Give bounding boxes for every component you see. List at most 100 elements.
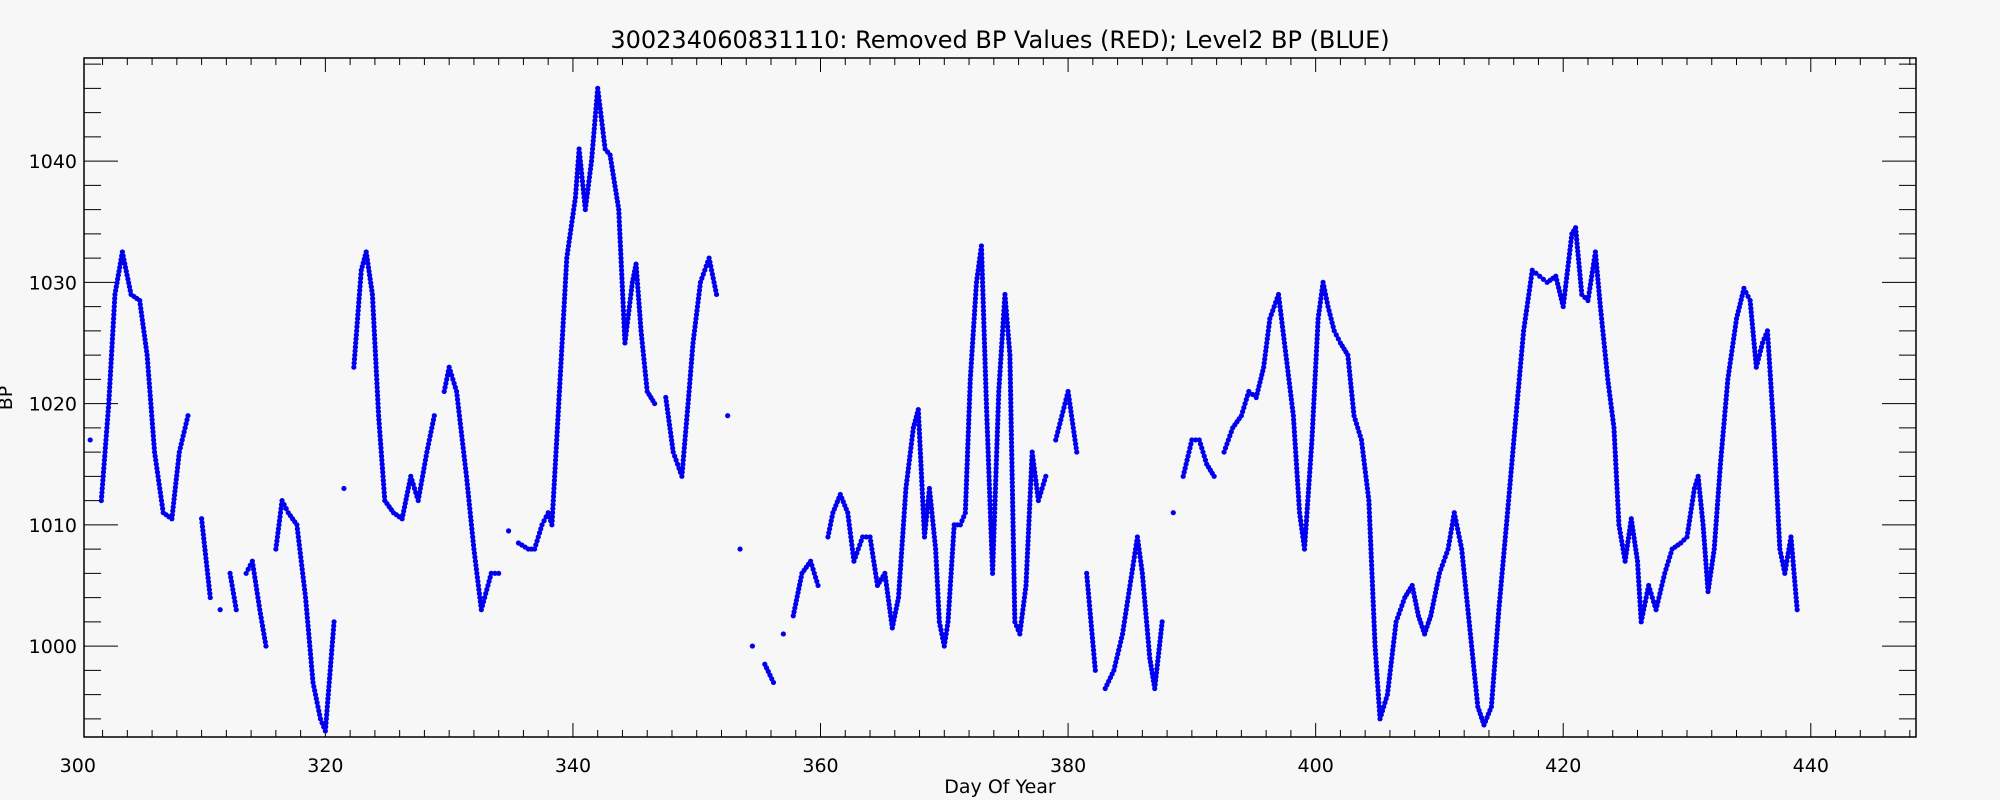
data-point — [573, 190, 579, 196]
data-point — [149, 421, 155, 427]
data-point — [1180, 473, 1186, 479]
data-point — [571, 202, 577, 209]
data-point — [725, 413, 731, 419]
data-point — [1307, 457, 1314, 463]
data-point — [1240, 409, 1246, 415]
data-point — [1502, 542, 1508, 548]
data-point — [1643, 594, 1649, 601]
data-point — [870, 554, 876, 560]
data-point — [1313, 348, 1320, 354]
data-point — [99, 493, 105, 500]
data-point — [1393, 623, 1399, 629]
data-point — [1644, 590, 1650, 597]
data-point — [1766, 352, 1772, 358]
data-point — [815, 582, 821, 589]
data-point — [1490, 687, 1496, 694]
data-point — [1305, 493, 1311, 500]
data-point — [1451, 510, 1457, 516]
data-point — [111, 303, 117, 310]
data-point — [206, 583, 212, 589]
data-point — [486, 578, 492, 584]
data-point — [1288, 392, 1294, 399]
data-point — [171, 500, 177, 506]
data-point — [1495, 611, 1502, 617]
data-point — [966, 413, 972, 419]
data-point — [796, 586, 802, 592]
data-point — [697, 283, 703, 289]
data-point — [993, 473, 999, 479]
data-point — [308, 655, 314, 661]
data-point — [1565, 263, 1571, 269]
data-point — [1127, 578, 1134, 584]
data-point — [885, 594, 891, 600]
data-point — [1066, 392, 1072, 399]
data-point — [1394, 615, 1401, 621]
data-point — [664, 406, 670, 412]
data-point — [1312, 372, 1318, 378]
data-point — [793, 601, 799, 607]
data-point — [563, 263, 569, 269]
data-point — [1199, 445, 1205, 451]
data-point — [152, 453, 158, 459]
data-point — [1685, 530, 1691, 536]
data-point — [1159, 619, 1165, 625]
data-point — [1303, 522, 1309, 528]
data-point — [1494, 627, 1500, 633]
data-point — [366, 268, 372, 274]
data-point — [945, 611, 952, 617]
data-point — [1488, 704, 1495, 710]
data-point — [886, 601, 892, 608]
data-point — [897, 574, 903, 580]
data-point — [1011, 567, 1017, 573]
data-point — [1498, 582, 1504, 589]
data-point — [101, 465, 107, 471]
data-point — [151, 437, 157, 443]
data-point — [1468, 639, 1474, 645]
data-point — [1225, 437, 1231, 443]
data-point — [1084, 570, 1090, 576]
x-tick-label: 340 — [555, 755, 591, 777]
data-point — [1022, 586, 1029, 593]
data-point — [381, 485, 387, 492]
data-point — [1302, 542, 1308, 548]
data-point — [1747, 301, 1754, 308]
data-point — [1492, 651, 1499, 657]
data-point — [1005, 332, 1011, 338]
data-point — [1008, 436, 1015, 442]
data-point — [1575, 256, 1582, 262]
data-point — [1359, 441, 1365, 447]
data-point — [907, 449, 913, 455]
data-point — [1009, 459, 1015, 466]
data-point — [294, 522, 300, 528]
data-point — [1629, 523, 1636, 530]
data-point — [1065, 388, 1071, 395]
data-point — [918, 454, 924, 460]
data-point — [951, 530, 957, 536]
data-point — [615, 203, 621, 209]
data-point — [1315, 324, 1321, 330]
data-point — [641, 360, 647, 366]
data-point — [686, 384, 692, 390]
data-point — [946, 607, 952, 613]
data-point — [588, 162, 594, 168]
data-point — [576, 146, 582, 152]
data-point — [1567, 247, 1573, 253]
data-point — [598, 114, 604, 120]
data-point — [138, 309, 144, 315]
data-point — [1196, 437, 1202, 443]
data-point — [985, 453, 991, 459]
data-point — [200, 531, 206, 538]
data-point — [1774, 485, 1780, 492]
data-point — [110, 332, 116, 338]
data-point — [1242, 400, 1248, 407]
data-point — [973, 287, 979, 293]
data-point — [1776, 526, 1782, 532]
data-point — [933, 546, 939, 552]
data-point — [559, 332, 566, 338]
data-point — [1766, 360, 1773, 366]
data-point — [620, 291, 626, 298]
data-point — [1365, 493, 1371, 500]
data-point — [983, 388, 989, 395]
data-point — [1624, 547, 1630, 553]
data-point — [378, 441, 384, 447]
